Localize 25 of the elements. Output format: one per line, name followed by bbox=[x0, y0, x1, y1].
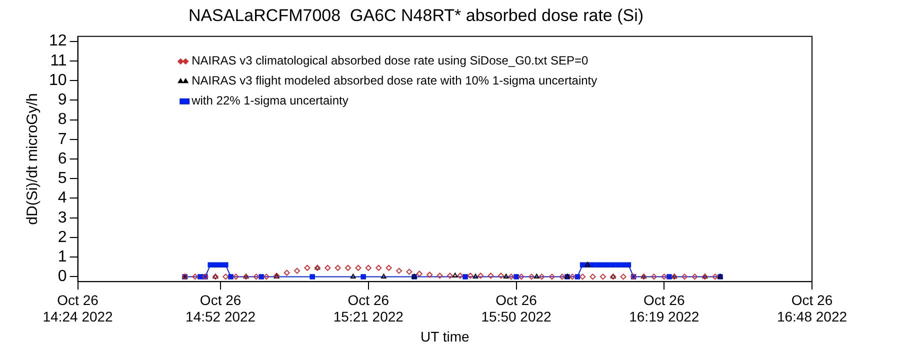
x-tick-label: Oct 26 14:52 2022 bbox=[186, 292, 256, 325]
y-tick-label: 10 bbox=[49, 72, 67, 89]
y-axis-title: dD(Si)/dt microGy/h bbox=[24, 93, 42, 225]
x-tick-label: Oct 26 14:24 2022 bbox=[42, 292, 114, 325]
y-tick-label: 12 bbox=[49, 32, 67, 50]
y-tick-label: 2 bbox=[58, 228, 67, 246]
y-tick-label: 11 bbox=[50, 52, 67, 70]
y-tick-label: 3 bbox=[58, 209, 67, 226]
y-tick-label: 8 bbox=[58, 111, 67, 128]
y-tick-label: 9 bbox=[58, 92, 67, 109]
legend-label: NAIRAS v3 climatological absorbed dose rate using SiDose_G0.txt SEP=0 bbox=[192, 54, 588, 68]
y-tick-label: 4 bbox=[58, 190, 67, 207]
y-tick-label: 5 bbox=[58, 170, 67, 188]
x-axis-title: UT time bbox=[420, 328, 470, 344]
x-tick-label: Oct 26 15:21 2022 bbox=[333, 292, 404, 325]
y-tick-label: 0 bbox=[58, 268, 67, 286]
y-tick-label: 7 bbox=[58, 130, 67, 148]
chart-title: NASALaRCFM7008 GA6C N48RT* absorbed dose rate (Si) bbox=[188, 6, 644, 25]
x-tick-label: Oct 26 16:48 2022 bbox=[776, 292, 848, 325]
y-tick-label: 1 bbox=[58, 248, 67, 266]
legend-label: with 22% 1-sigma uncertainty bbox=[190, 94, 348, 108]
legend-label: NAIRAS v3 flight modeled absorbed dose rate with 10% 1-sigma uncertainty bbox=[192, 74, 598, 88]
x-tick-label: Oct 26 15:50 2022 bbox=[481, 292, 552, 325]
y-tick-label: 6 bbox=[58, 150, 67, 168]
x-tick-label: Oct 26 16:19 2022 bbox=[629, 292, 700, 325]
